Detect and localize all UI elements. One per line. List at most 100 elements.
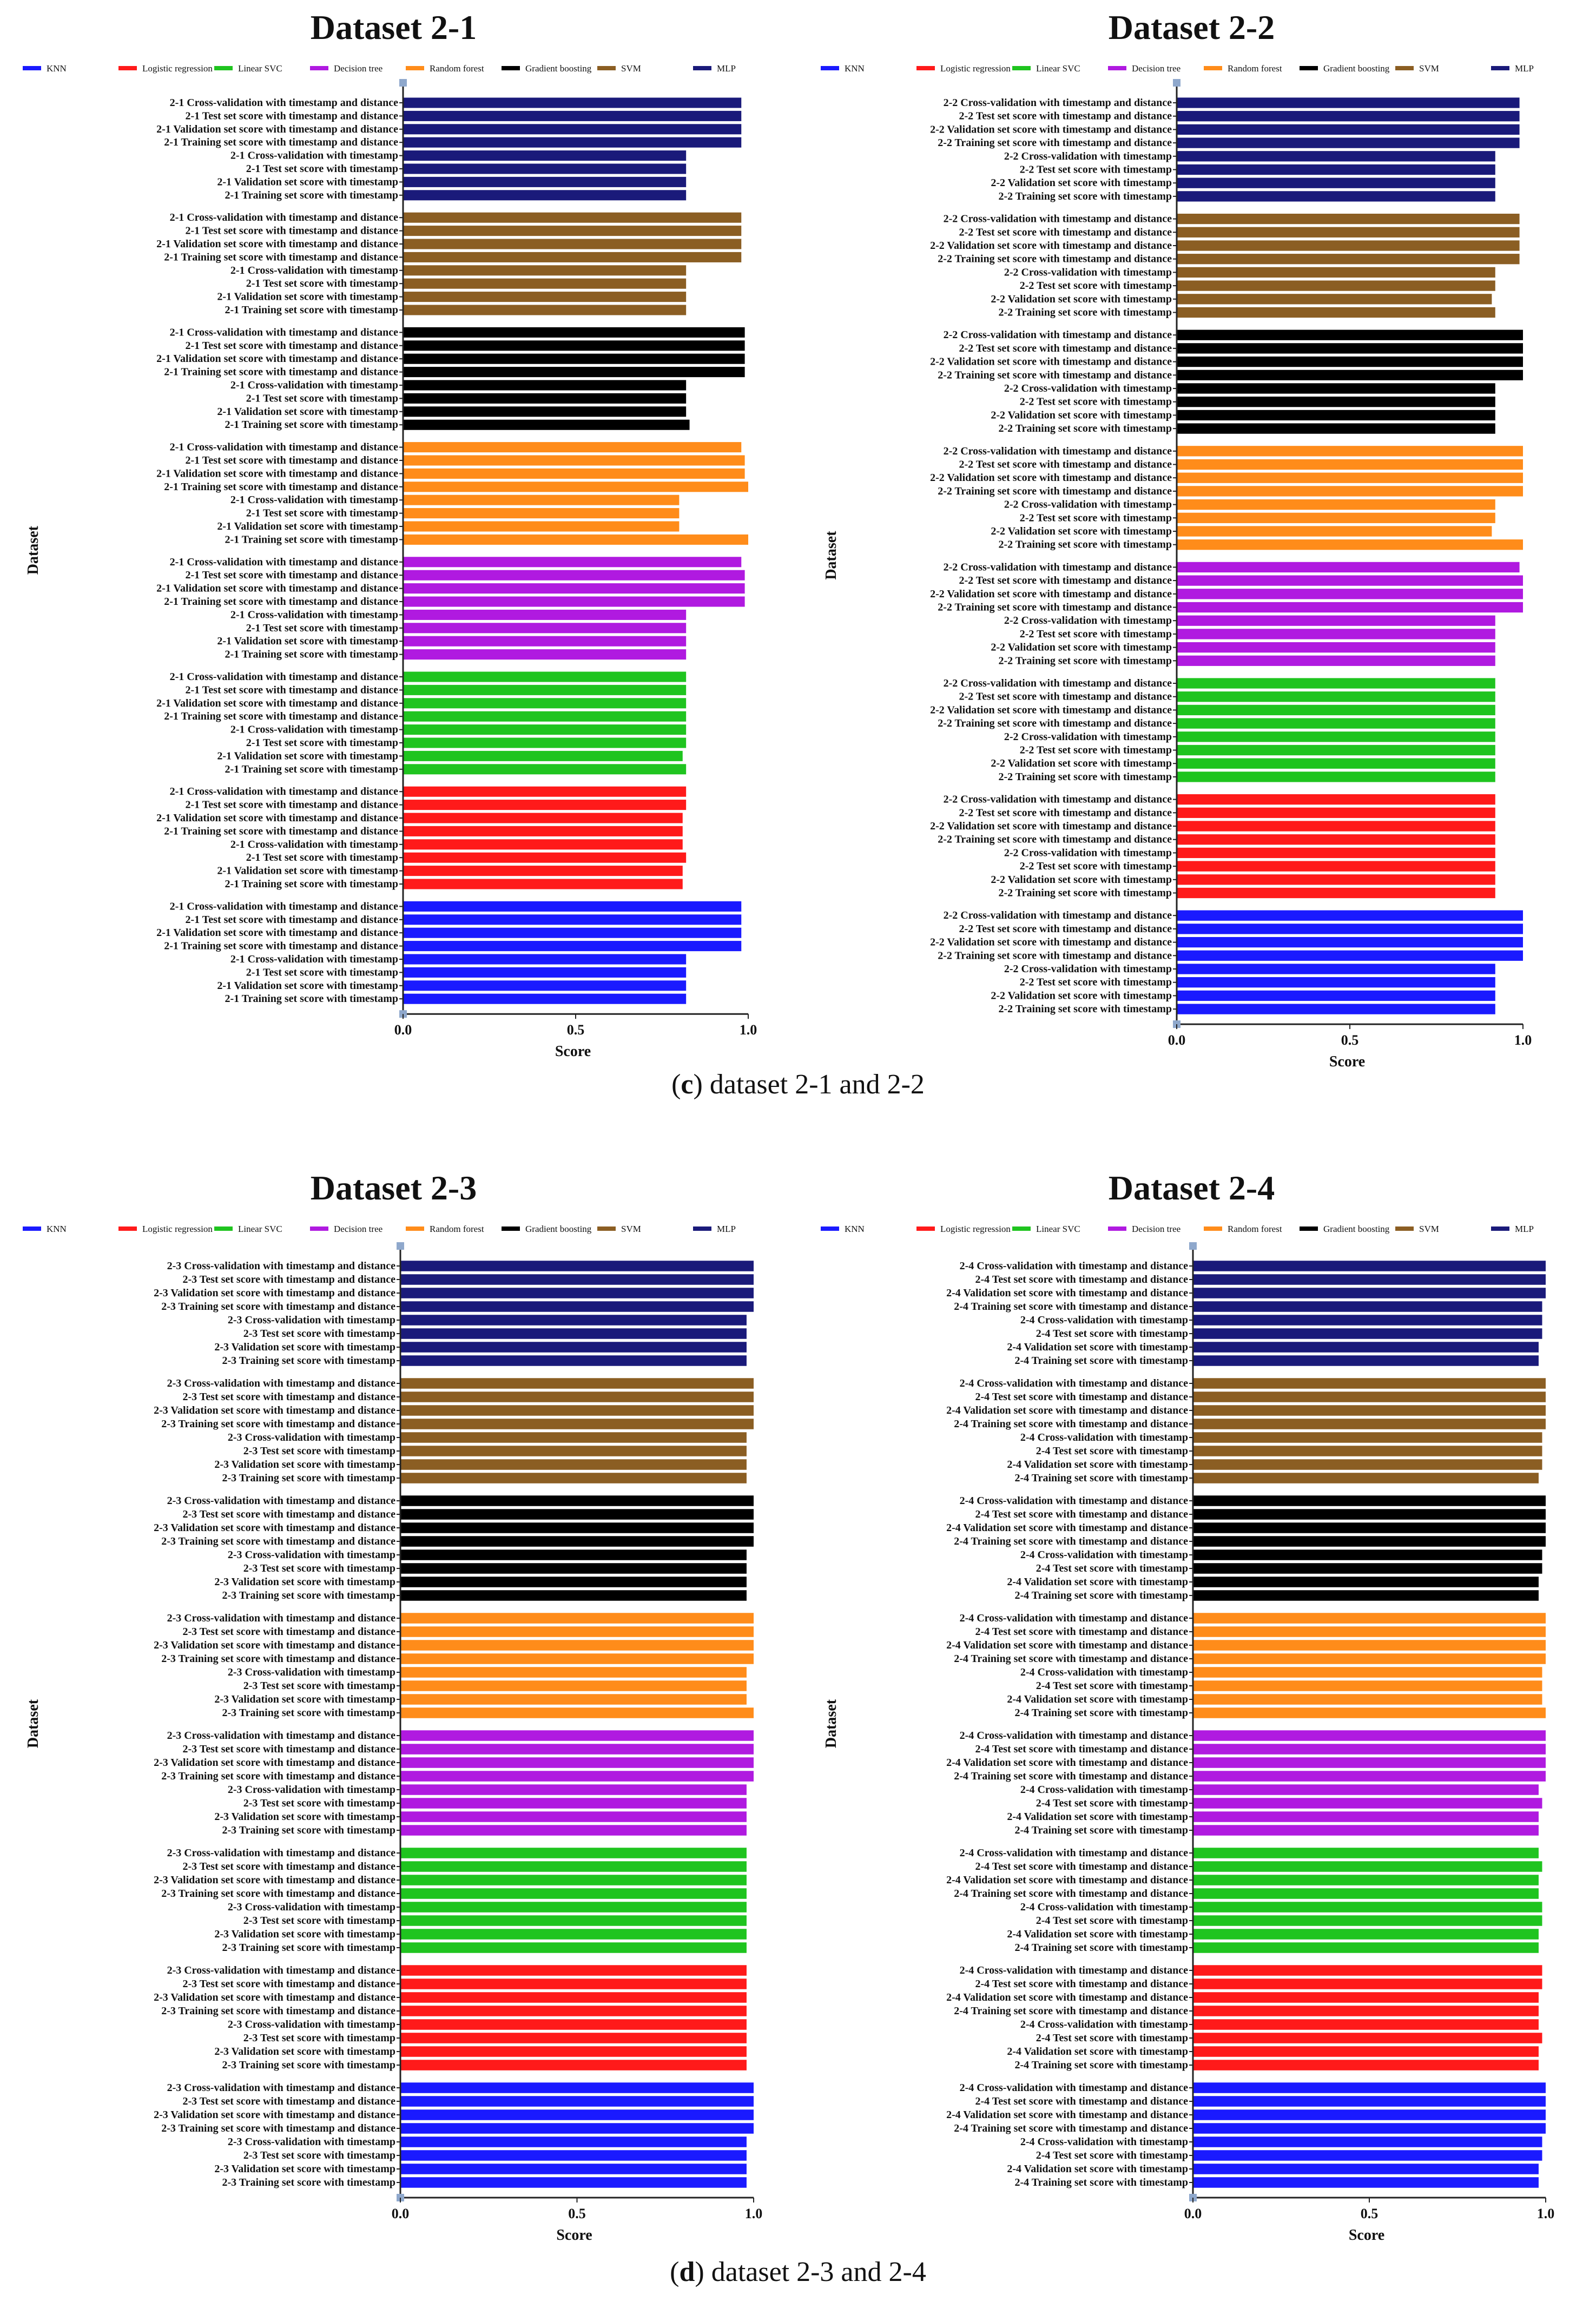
bar bbox=[400, 1929, 747, 1940]
legend-label: Random forest bbox=[1228, 1224, 1282, 1234]
y-tick-label: 2-2 Test set score with timestamp bbox=[1020, 977, 1172, 988]
y-tick-label: 2-1 Test set score with timestamp and di… bbox=[185, 340, 398, 352]
bar bbox=[1193, 1563, 1542, 1574]
y-tick-label: 2-4 Cross-validation with timestamp bbox=[1020, 1784, 1188, 1796]
bar bbox=[400, 1942, 747, 1953]
bar bbox=[400, 2082, 754, 2093]
y-tick-label: 2-4 Training set score with timestamp bbox=[1014, 1472, 1188, 1484]
bar bbox=[400, 1378, 754, 1389]
y-tick-label: 2-4 Validation set score with timestamp … bbox=[946, 1992, 1188, 2003]
y-tick-label: 2-2 Cross-validation with timestamp bbox=[1004, 847, 1172, 859]
bar bbox=[400, 2019, 747, 2030]
y-tick-label: 2-2 Validation set score with timestamp … bbox=[930, 240, 1172, 252]
bar bbox=[1177, 847, 1495, 859]
legend-swatch-random-forest bbox=[1204, 1226, 1222, 1231]
y-tick-label: 2-1 Training set score with timestamp bbox=[225, 304, 398, 316]
y-tick-label: 2-3 Test set score with timestamp bbox=[243, 2032, 395, 2044]
bar bbox=[403, 226, 742, 236]
legend-swatch-gradient-boosting bbox=[1300, 1226, 1318, 1231]
bar bbox=[400, 1680, 747, 1691]
y-tick-label: 2-2 Validation set score with timestamp bbox=[991, 409, 1172, 421]
y-tick-label: 2-4 Validation set score with timestamp … bbox=[946, 1404, 1188, 1416]
bar bbox=[1193, 1446, 1542, 1456]
bar bbox=[403, 265, 687, 276]
bar bbox=[1193, 1626, 1546, 1637]
y-tick-label: 2-2 Training set score with timestamp bbox=[998, 655, 1172, 667]
caption-c-letter: c bbox=[681, 1069, 694, 1100]
legend-swatch-logistic-regression bbox=[916, 66, 935, 70]
y-tick-label: 2-3 Validation set score with timestamp bbox=[214, 1928, 395, 1940]
y-tick-label: 2-4 Validation set score with timestamp bbox=[1007, 2046, 1188, 2058]
y-tick-label: 2-1 Test set score with timestamp bbox=[246, 278, 398, 289]
y-tick-label: 2-2 Validation set score with timestamp bbox=[991, 757, 1172, 769]
legend-swatch-mlp bbox=[693, 66, 711, 70]
y-tick-label: 2-3 Test set score with timestamp and di… bbox=[182, 1978, 395, 1990]
y-tick-label: 2-1 Cross-validation with timestamp and … bbox=[170, 212, 399, 223]
y-tick-label: 2-4 Test set score with timestamp bbox=[1036, 1680, 1188, 1692]
x-tick-label: 1.0 bbox=[1514, 1032, 1532, 1048]
bar bbox=[1177, 111, 1520, 122]
y-tick-label: 2-4 Validation set score with timestamp bbox=[1007, 1693, 1188, 1705]
bar bbox=[1177, 990, 1495, 1001]
x-axis-label: Score bbox=[1329, 1053, 1365, 1070]
y-tick-label: 2-1 Training set score with timestamp an… bbox=[164, 251, 398, 263]
bar bbox=[1177, 397, 1495, 407]
bar bbox=[1193, 2177, 1539, 2188]
y-tick-label: 2-1 Validation set score with timestamp … bbox=[156, 467, 398, 479]
bar bbox=[1193, 2060, 1539, 2070]
legend-label: Logistic regression bbox=[940, 63, 1011, 74]
bar bbox=[1177, 307, 1495, 318]
bar bbox=[1193, 1473, 1539, 1483]
y-tick-label: 2-1 Validation set score with timestamp bbox=[217, 750, 398, 762]
bar bbox=[1193, 1459, 1542, 1470]
y-tick-label: 2-3 Test set score with timestamp bbox=[243, 1562, 395, 1574]
y-tick-label: 2-1 Cross-validation with timestamp bbox=[230, 265, 398, 276]
bar bbox=[400, 1509, 754, 1520]
bar bbox=[403, 557, 742, 568]
y-tick-label: 2-1 Validation set score with timestamp … bbox=[156, 812, 398, 824]
y-tick-label: 2-4 Test set score with timestamp and di… bbox=[975, 1978, 1188, 1990]
bar bbox=[1177, 615, 1495, 626]
bar bbox=[400, 1495, 754, 1506]
y-tick-label: 2-4 Training set score with timestamp an… bbox=[954, 1418, 1188, 1430]
legend-swatch-knn bbox=[23, 1226, 41, 1231]
bar bbox=[1177, 472, 1523, 483]
y-tick-label: 2-1 Training set score with timestamp bbox=[225, 993, 398, 1005]
bar bbox=[1193, 1965, 1542, 1976]
legend-label: MLP bbox=[1515, 63, 1534, 74]
y-tick-label: 2-1 Test set score with timestamp and di… bbox=[185, 569, 398, 581]
y-tick-label: 2-1 Test set score with timestamp and di… bbox=[185, 454, 398, 466]
x-tick-label: 0.0 bbox=[392, 2206, 410, 2221]
bar bbox=[1193, 1301, 1542, 1312]
bar bbox=[1193, 2046, 1539, 2057]
bar bbox=[1177, 977, 1495, 988]
bar bbox=[1177, 771, 1495, 782]
y-tick-label: 2-3 Cross-validation with timestamp and … bbox=[167, 1612, 396, 1624]
bar bbox=[1177, 294, 1492, 305]
y-tick-label: 2-4 Cross-validation with timestamp and … bbox=[960, 1495, 1189, 1507]
bar bbox=[403, 508, 680, 519]
bar bbox=[1193, 1577, 1539, 1587]
y-tick-label: 2-1 Cross-validation with timestamp bbox=[230, 150, 398, 162]
legend-swatch-knn bbox=[23, 66, 41, 70]
bar bbox=[400, 1915, 747, 1926]
bar bbox=[400, 1811, 747, 1822]
legend-swatch-decision-tree bbox=[310, 66, 328, 70]
bar bbox=[1193, 1342, 1539, 1353]
legend-swatch-svm bbox=[597, 66, 616, 70]
legend-swatch-mlp bbox=[693, 1226, 711, 1231]
y-tick-label: 2-1 Validation set score with timestamp bbox=[217, 865, 398, 877]
bar bbox=[400, 1902, 747, 1913]
bar bbox=[400, 1301, 754, 1312]
bar bbox=[1193, 1861, 1542, 1872]
bar bbox=[1177, 526, 1492, 537]
x-tick-label: 1.0 bbox=[1537, 2206, 1555, 2221]
legend-label: SVM bbox=[1419, 1224, 1439, 1234]
bar bbox=[1193, 2123, 1546, 2134]
y-axis-label: Dataset bbox=[25, 525, 42, 575]
y-tick-label: 2-2 Validation set score with timestamp bbox=[991, 990, 1172, 1001]
legend-label: SVM bbox=[621, 63, 641, 74]
y-tick-label: 2-3 Test set score with timestamp and di… bbox=[182, 1626, 395, 1638]
bar bbox=[400, 1798, 747, 1809]
y-tick-label: 2-4 Cross-validation with timestamp bbox=[1020, 1432, 1188, 1443]
